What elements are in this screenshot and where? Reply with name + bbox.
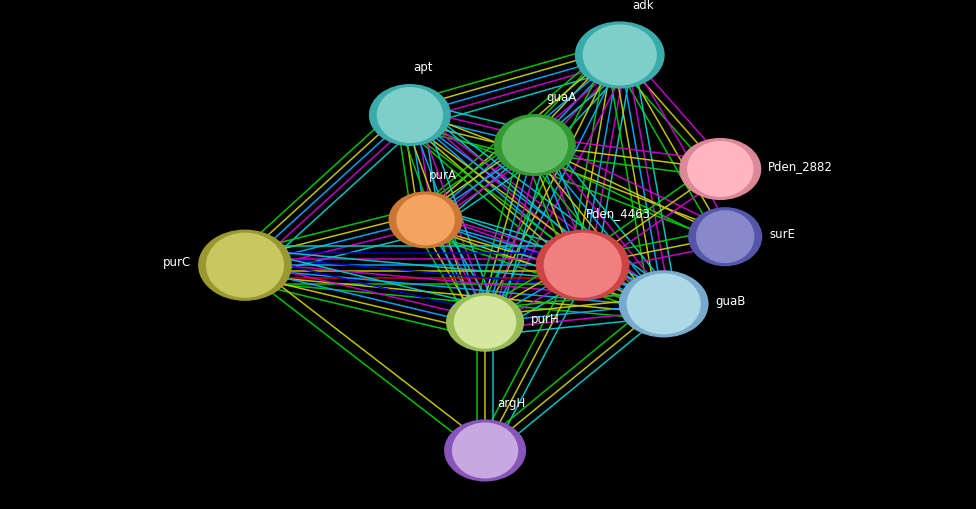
Text: guaA: guaA [546, 91, 576, 104]
Ellipse shape [627, 273, 701, 334]
Ellipse shape [454, 296, 516, 349]
Text: Pden_4463: Pden_4463 [586, 207, 651, 220]
Ellipse shape [619, 270, 709, 337]
Text: adk: adk [632, 0, 654, 12]
Ellipse shape [679, 138, 761, 200]
Text: argH: argH [497, 397, 525, 410]
Text: apt: apt [413, 61, 432, 74]
Ellipse shape [377, 87, 443, 143]
Text: purA: purA [428, 168, 457, 182]
Ellipse shape [369, 84, 451, 146]
Text: purC: purC [163, 256, 191, 269]
Ellipse shape [198, 230, 292, 301]
Ellipse shape [536, 230, 630, 301]
Ellipse shape [206, 233, 284, 298]
Ellipse shape [444, 419, 526, 482]
Text: purH: purH [531, 313, 559, 326]
Ellipse shape [583, 24, 657, 86]
Ellipse shape [687, 141, 753, 197]
Ellipse shape [446, 293, 524, 352]
Ellipse shape [544, 233, 622, 298]
Text: guaB: guaB [715, 295, 746, 308]
Ellipse shape [696, 210, 754, 263]
Ellipse shape [575, 21, 665, 89]
Ellipse shape [396, 194, 455, 245]
Ellipse shape [452, 422, 518, 478]
Ellipse shape [388, 191, 463, 248]
Ellipse shape [502, 117, 568, 173]
Ellipse shape [688, 207, 762, 266]
Ellipse shape [494, 114, 576, 176]
Text: surE: surE [769, 228, 795, 241]
Text: Pden_2882: Pden_2882 [768, 160, 833, 173]
